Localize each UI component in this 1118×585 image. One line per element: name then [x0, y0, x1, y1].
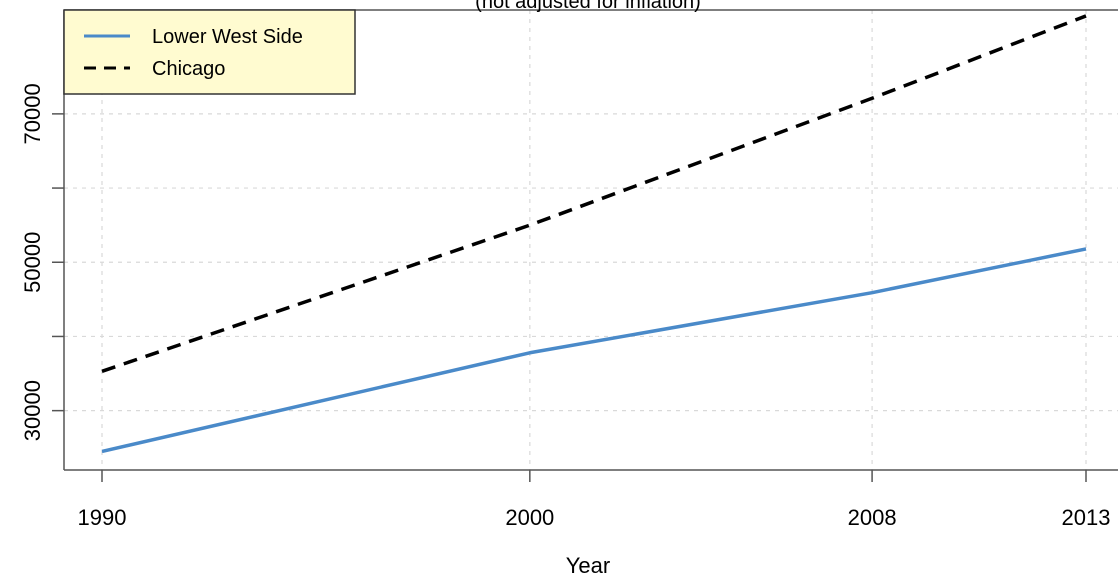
x-tick-label: 2000 [505, 505, 554, 530]
y-tick-label: 50000 [20, 232, 45, 293]
y-tick-label: 70000 [20, 83, 45, 144]
legend-box [63, 9, 356, 95]
x-tick-label: 2008 [848, 505, 897, 530]
chart-subtitle: (not adjusted for inflation) [475, 0, 701, 13]
chart-legend: Lower West Side Chicago [63, 9, 356, 95]
axis-ticks: 1990 2000 2008 2013 30000 50000 70000 [20, 83, 1110, 530]
x-tick-label: 1990 [78, 505, 127, 530]
x-axis-title: Year [566, 553, 610, 578]
legend-label: Lower West Side [152, 26, 303, 48]
series-layer [101, 14, 1087, 454]
x-tick-label: 2013 [1062, 505, 1111, 530]
legend-label: Chicago [152, 58, 225, 80]
series-line-chicago [101, 14, 1087, 373]
y-tick-label: 30000 [20, 380, 45, 441]
series-line-lower-west-side [101, 247, 1087, 454]
